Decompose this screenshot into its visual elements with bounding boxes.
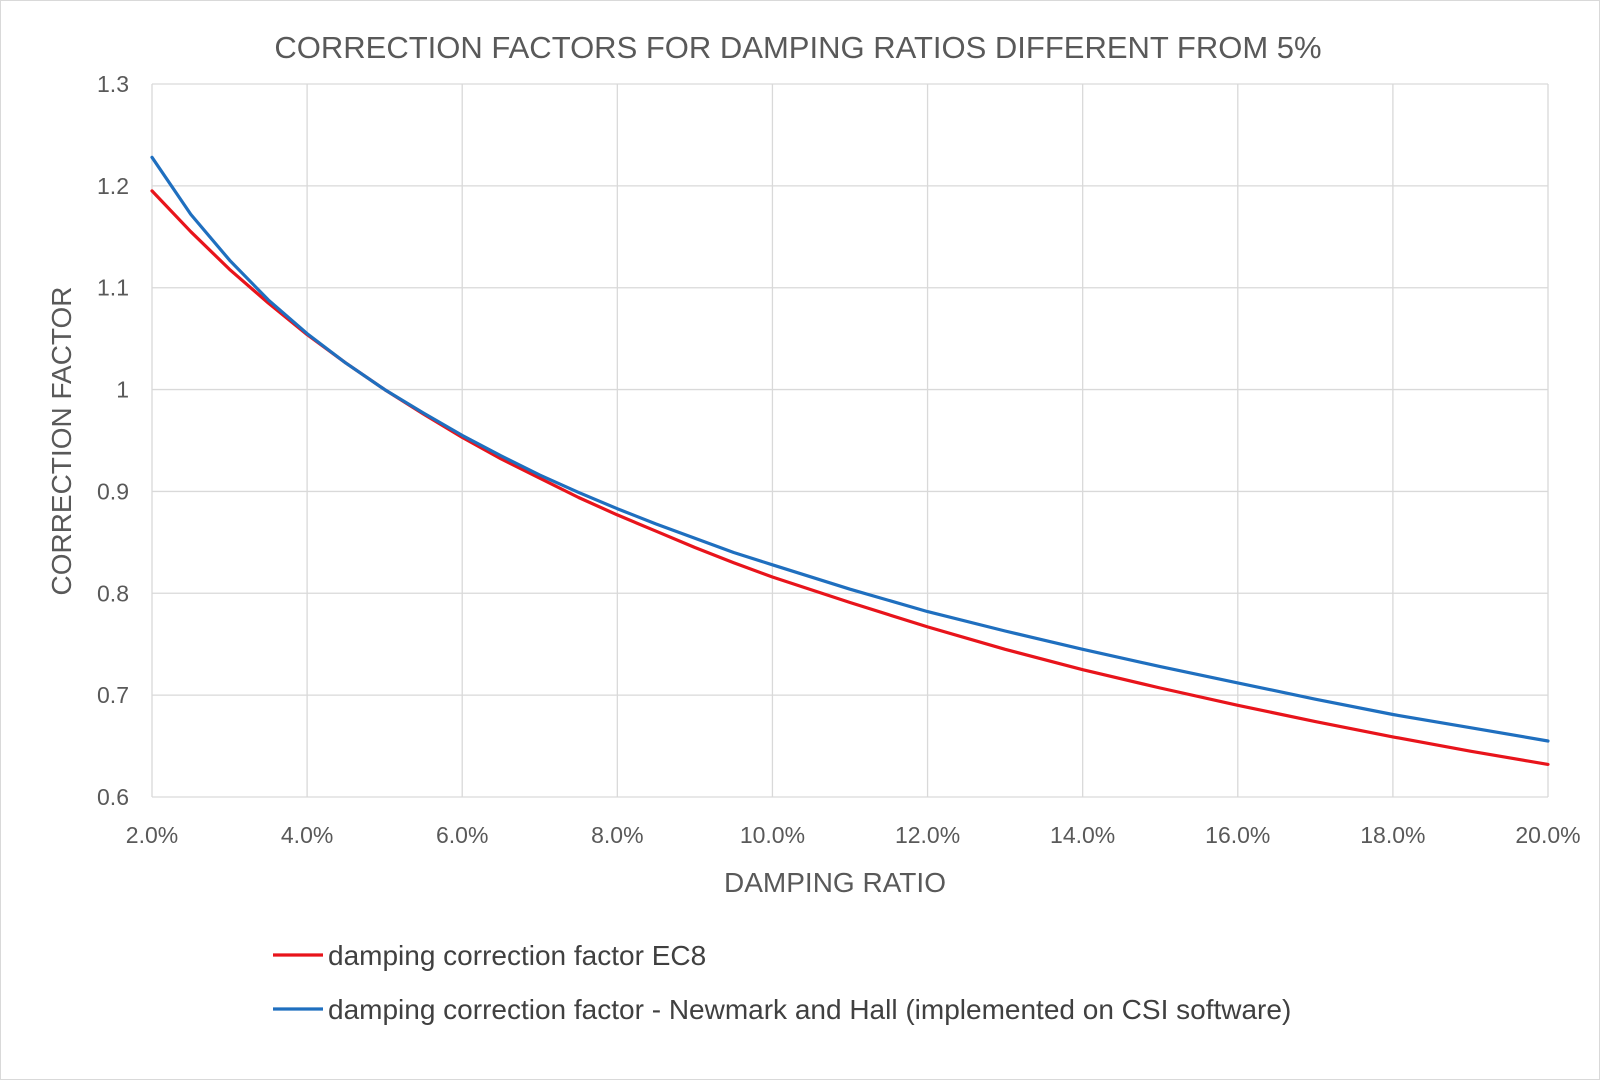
series-lines bbox=[150, 155, 1550, 767]
x-axis-tick-labels: 2.0% 4.0% 6.0% 8.0% 10.0% 12.0% 14.0% 16.0% 18.0… bbox=[126, 822, 1581, 848]
x-axis-title: DAMPING RATIO bbox=[724, 867, 946, 898]
y-tick-label: 1.2 bbox=[97, 173, 129, 199]
y-tick-label: 1 bbox=[116, 377, 129, 403]
y-tick-label: 0.6 bbox=[97, 784, 129, 810]
x-tick-label: 12.0% bbox=[895, 822, 960, 848]
x-tick-label: 8.0% bbox=[591, 822, 643, 848]
y-tick-label: 1.1 bbox=[97, 275, 129, 301]
x-tick-label: 20.0% bbox=[1515, 822, 1580, 848]
y-tick-label: 0.8 bbox=[97, 580, 129, 606]
x-tick-label: 4.0% bbox=[281, 822, 333, 848]
y-axis-title: CORRECTION FACTOR bbox=[46, 286, 77, 595]
y-tick-label: 1.3 bbox=[97, 71, 129, 97]
y-axis-tick-labels: 0.6 0.7 0.8 0.9 1 1.1 1.2 1.3 bbox=[97, 71, 129, 810]
chart-title: CORRECTION FACTORS FOR DAMPING RATIOS DI… bbox=[274, 30, 1321, 65]
x-tick-label: 14.0% bbox=[1050, 822, 1115, 848]
y-tick-label: 0.7 bbox=[97, 682, 129, 708]
x-tick-label: 10.0% bbox=[740, 822, 805, 848]
gridlines bbox=[151, 83, 1549, 798]
legend-label-2: damping correction factor - Newmark and … bbox=[328, 994, 1291, 1025]
x-tick-label: 18.0% bbox=[1360, 822, 1425, 848]
legend-label-1: damping correction factor EC8 bbox=[328, 940, 706, 971]
x-tick-label: 6.0% bbox=[436, 822, 488, 848]
series-line-1 bbox=[150, 189, 1550, 767]
y-tick-label: 0.9 bbox=[97, 478, 129, 504]
x-tick-label: 16.0% bbox=[1205, 822, 1270, 848]
x-tick-label: 2.0% bbox=[126, 822, 178, 848]
legend: damping correction factor EC8 damping cor… bbox=[273, 940, 1291, 1025]
series-line-2 bbox=[150, 155, 1550, 743]
